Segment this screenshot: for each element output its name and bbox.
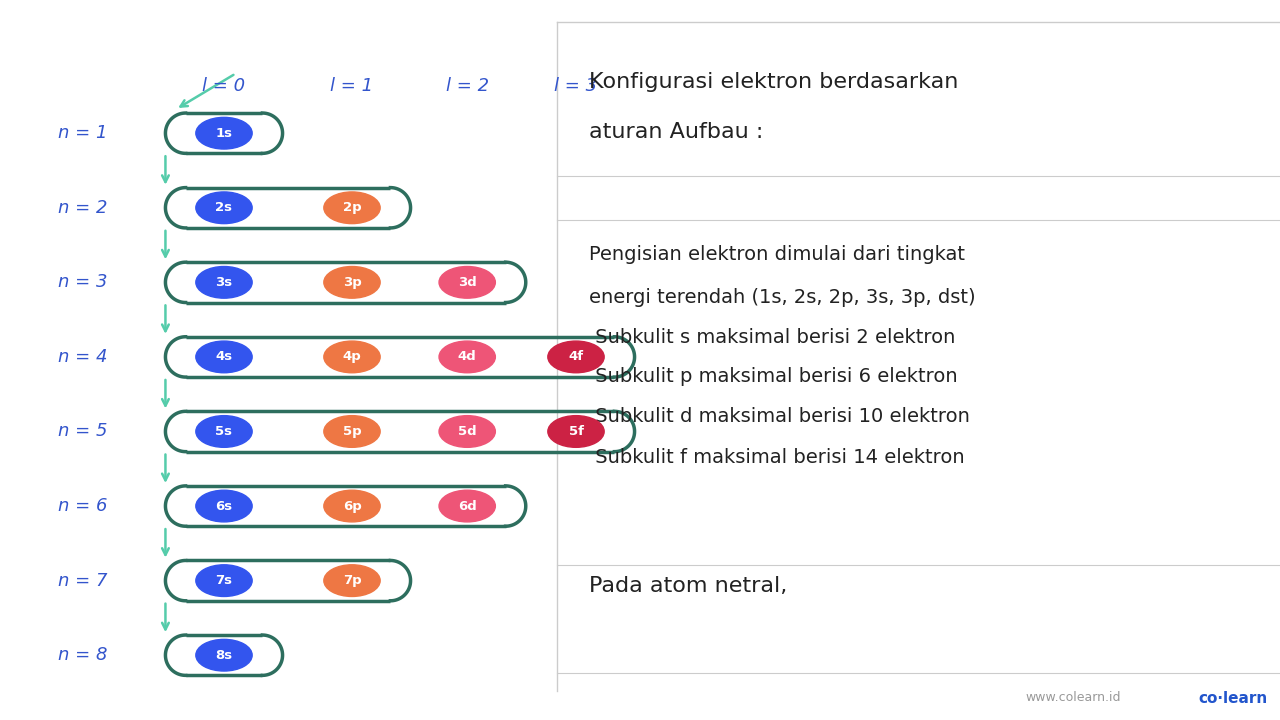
Circle shape [324, 415, 380, 447]
Text: 6d: 6d [458, 500, 476, 513]
Text: 4s: 4s [215, 351, 233, 364]
Text: 4d: 4d [458, 351, 476, 364]
Text: 3s: 3s [215, 276, 233, 289]
Text: 2p: 2p [343, 202, 361, 215]
Text: 5p: 5p [343, 425, 361, 438]
Circle shape [196, 117, 252, 149]
Text: 4p: 4p [343, 351, 361, 364]
Circle shape [196, 341, 252, 373]
Circle shape [196, 266, 252, 298]
Text: Pengisian elektron dimulai dari tingkat: Pengisian elektron dimulai dari tingkat [589, 245, 965, 264]
Circle shape [439, 415, 495, 447]
Text: n = 5: n = 5 [59, 423, 108, 441]
Circle shape [324, 564, 380, 596]
Text: 8s: 8s [215, 649, 233, 662]
Text: www.colearn.id: www.colearn.id [1025, 691, 1121, 704]
Text: 7s: 7s [215, 574, 233, 587]
Text: n = 7: n = 7 [59, 572, 108, 590]
Text: n = 3: n = 3 [59, 274, 108, 292]
Circle shape [196, 192, 252, 224]
Text: l = 2: l = 2 [445, 77, 489, 95]
Circle shape [324, 266, 380, 298]
Circle shape [439, 266, 495, 298]
Text: energi terendah (1s, 2s, 2p, 3s, 3p, dst): energi terendah (1s, 2s, 2p, 3s, 3p, dst… [589, 288, 975, 307]
Text: l = 1: l = 1 [330, 77, 374, 95]
Text: 5f: 5f [568, 425, 584, 438]
Circle shape [196, 490, 252, 522]
Circle shape [196, 564, 252, 596]
Circle shape [324, 192, 380, 224]
Text: 6p: 6p [343, 500, 361, 513]
Circle shape [439, 490, 495, 522]
Circle shape [439, 341, 495, 373]
Text: l = 0: l = 0 [202, 77, 246, 95]
Text: n = 1: n = 1 [59, 124, 108, 143]
Text: 5d: 5d [458, 425, 476, 438]
Text: 7p: 7p [343, 574, 361, 587]
Circle shape [548, 341, 604, 373]
Text: 4f: 4f [568, 351, 584, 364]
Text: Subkulit s maksimal berisi 2 elektron: Subkulit s maksimal berisi 2 elektron [589, 328, 955, 346]
Text: 3d: 3d [458, 276, 476, 289]
Text: Pada atom netral,: Pada atom netral, [589, 576, 787, 596]
Text: 3p: 3p [343, 276, 361, 289]
Text: n = 8: n = 8 [59, 647, 108, 664]
Circle shape [548, 415, 604, 447]
Circle shape [196, 415, 252, 447]
Text: Subkulit d maksimal berisi 10 elektron: Subkulit d maksimal berisi 10 elektron [589, 407, 970, 426]
Text: n = 4: n = 4 [59, 348, 108, 366]
Text: 2s: 2s [215, 202, 233, 215]
Text: l = 3: l = 3 [554, 77, 598, 95]
Text: 6s: 6s [215, 500, 233, 513]
Text: 5s: 5s [215, 425, 233, 438]
Text: n = 2: n = 2 [59, 199, 108, 217]
Circle shape [196, 639, 252, 671]
Text: Konfigurasi elektron berdasarkan: Konfigurasi elektron berdasarkan [589, 72, 959, 92]
Text: 1s: 1s [215, 127, 233, 140]
Text: n = 6: n = 6 [59, 497, 108, 515]
Circle shape [324, 490, 380, 522]
Circle shape [324, 341, 380, 373]
Text: co·learn: co·learn [1198, 691, 1267, 706]
Text: aturan Aufbau :: aturan Aufbau : [589, 122, 763, 143]
Text: Subkulit p maksimal berisi 6 elektron: Subkulit p maksimal berisi 6 elektron [589, 367, 957, 386]
Text: Subkulit f maksimal berisi 14 elektron: Subkulit f maksimal berisi 14 elektron [589, 448, 964, 467]
